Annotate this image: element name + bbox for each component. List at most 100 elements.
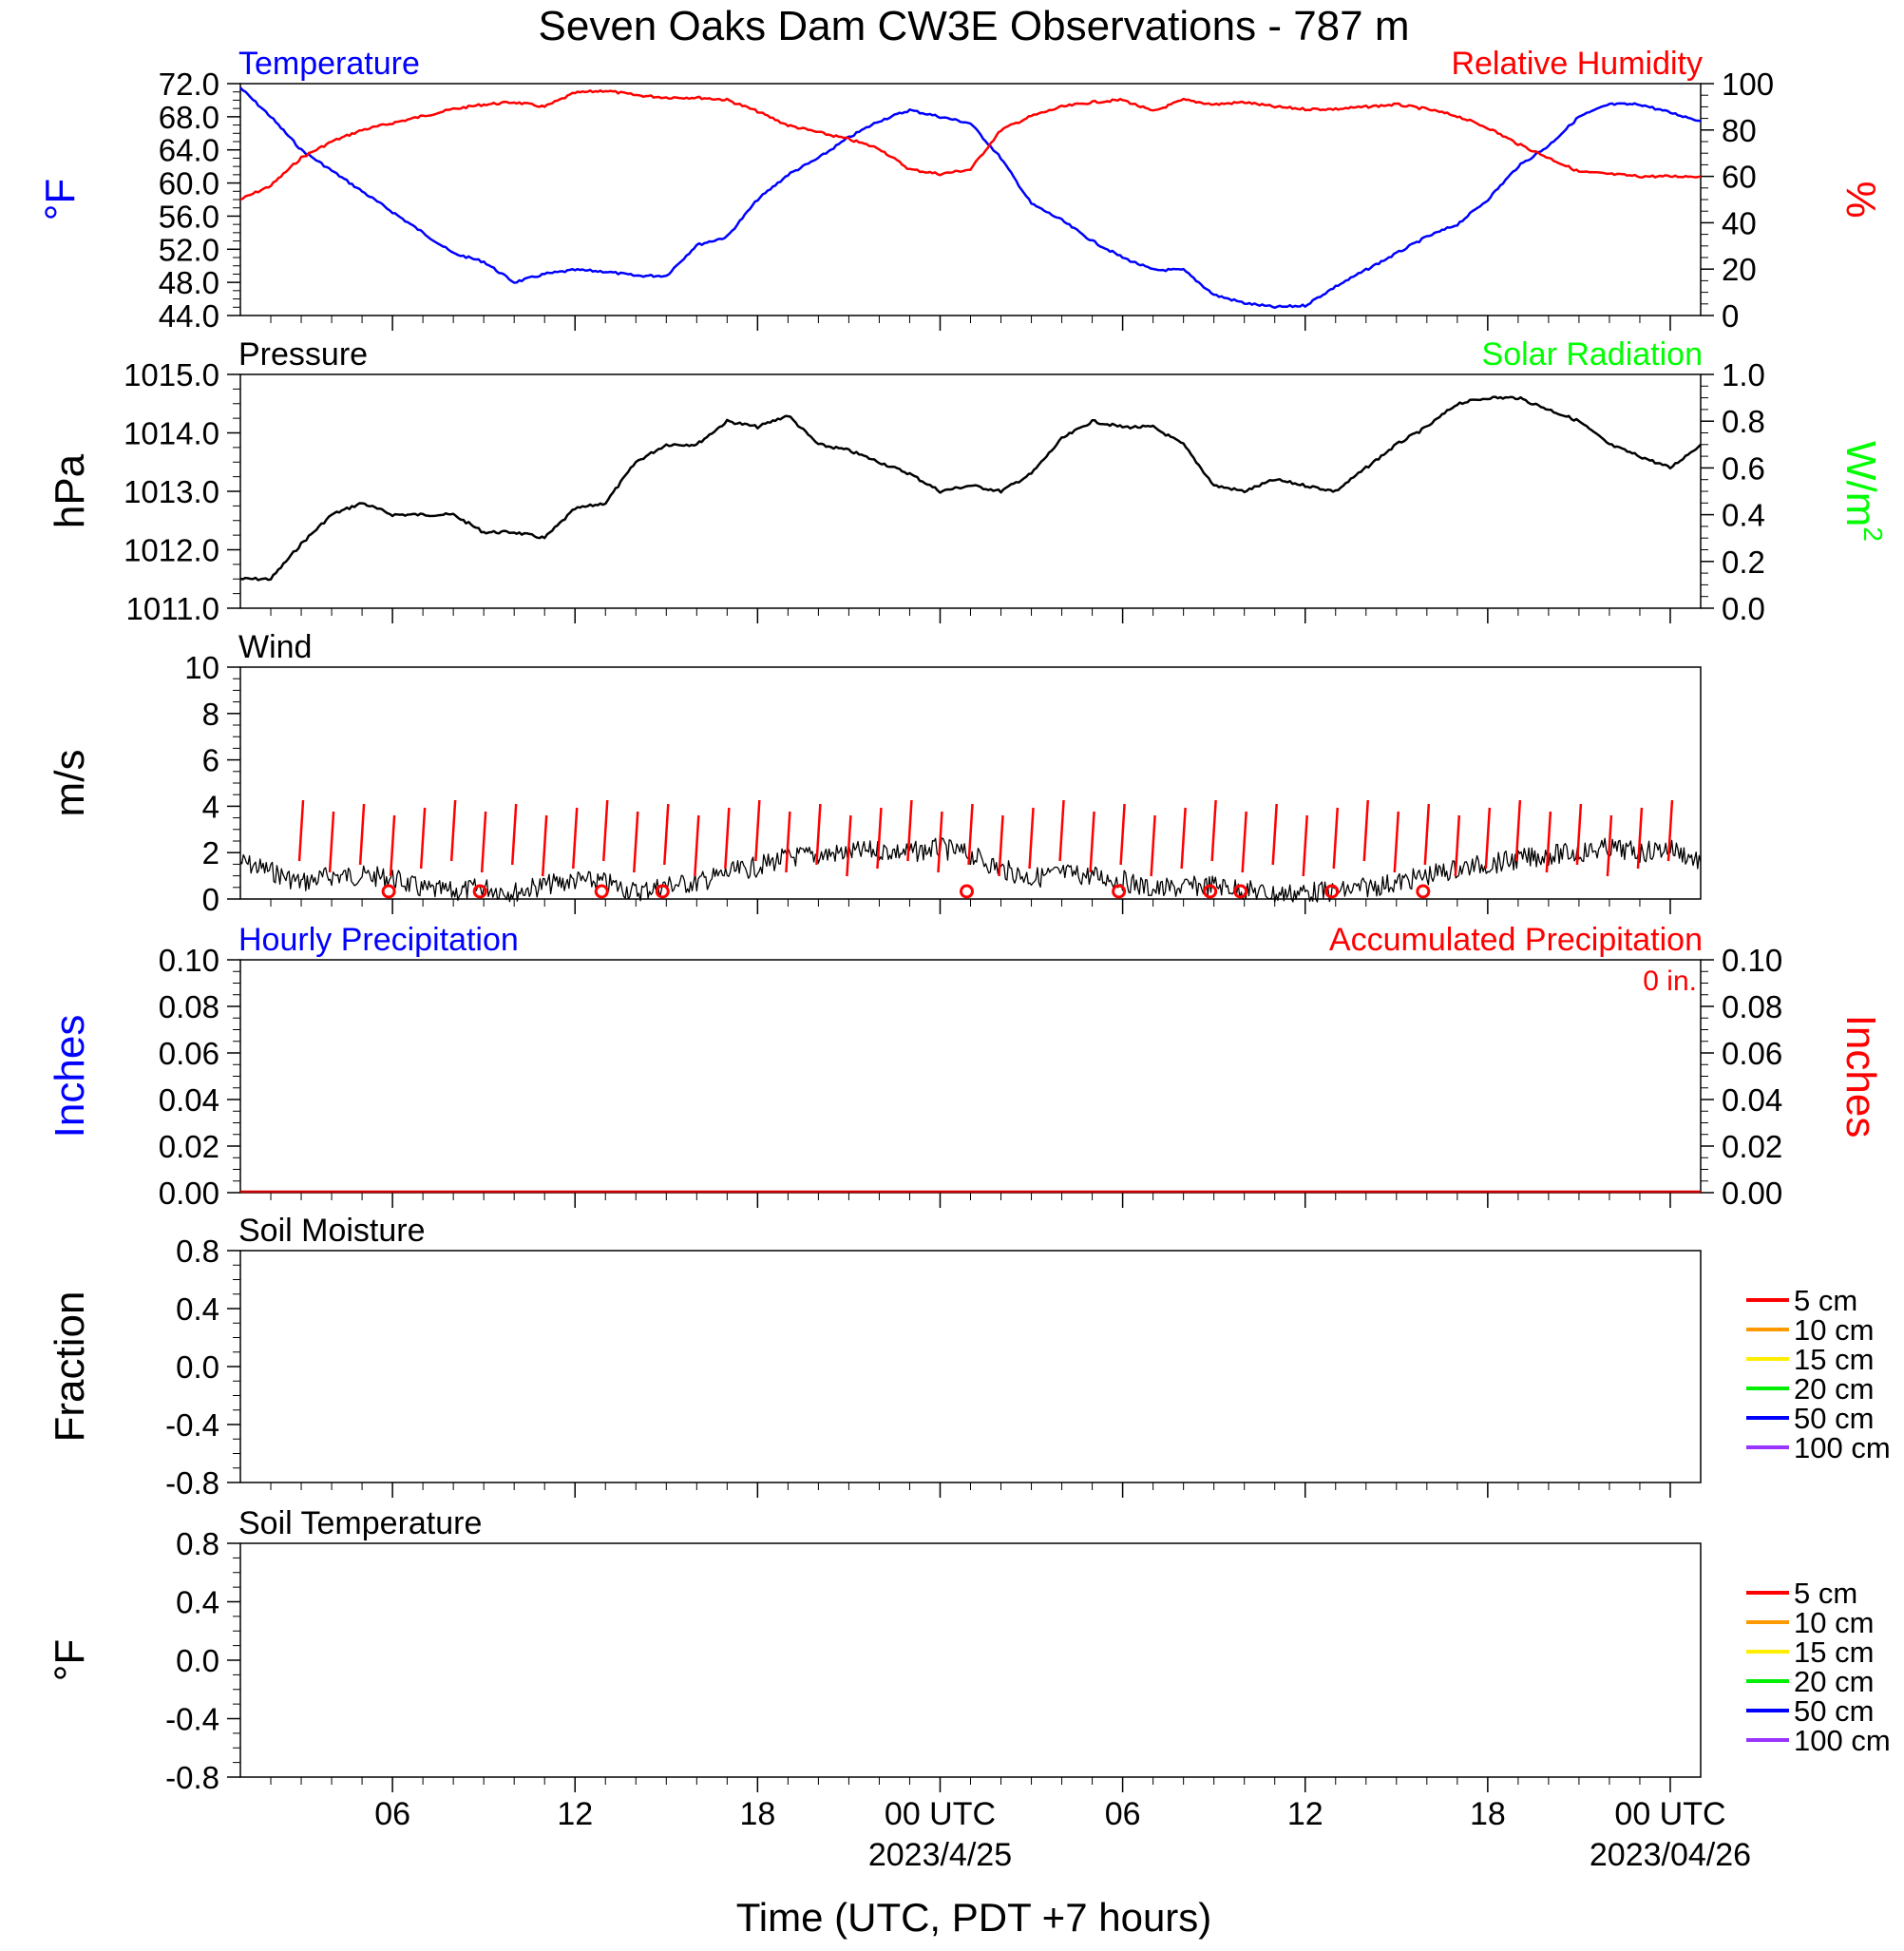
right-tick-label: 0.08 bbox=[1722, 989, 1782, 1024]
left-tick-label: 0 bbox=[202, 882, 219, 917]
calm-wind-circle bbox=[1233, 884, 1248, 899]
wind-barb bbox=[1150, 814, 1156, 877]
wind-barb bbox=[358, 803, 366, 866]
wind-barb bbox=[328, 811, 335, 873]
right-tick-label: 60 bbox=[1722, 160, 1757, 195]
wind-barb bbox=[937, 811, 943, 873]
right-tick-label: 0.10 bbox=[1722, 943, 1782, 978]
wind-barb bbox=[1423, 803, 1431, 866]
right-tick-label: 0.6 bbox=[1722, 450, 1765, 486]
left-tick-label: 68.0 bbox=[159, 100, 219, 135]
figure-title: Seven Oaks Dam CW3E Observations - 787 m bbox=[539, 3, 1410, 49]
left-tick-label: 0.0 bbox=[176, 1643, 219, 1678]
left-tick-label: 56.0 bbox=[159, 199, 219, 234]
panel-title-left: Wind bbox=[238, 629, 312, 665]
legend-label: 10 cm bbox=[1794, 1313, 1874, 1347]
y-axis-label-left: Inches bbox=[47, 1015, 93, 1138]
panel-title-left: Temperature bbox=[238, 46, 420, 82]
wind-barb bbox=[1180, 807, 1187, 870]
y-axis-label-left: hPa bbox=[47, 453, 93, 528]
right-tick-label: 0.0 bbox=[1722, 591, 1765, 626]
wind-barb bbox=[1362, 799, 1370, 862]
left-tick-label: 0.08 bbox=[159, 989, 219, 1024]
panel-precipitation: Hourly Precipitation Accumulated Precipit… bbox=[47, 922, 1884, 1211]
right-tick-label: 0.4 bbox=[1722, 498, 1765, 533]
wind-barb bbox=[1545, 811, 1552, 873]
x-tick-label: 00 UTC bbox=[1614, 1796, 1725, 1832]
wind-barb bbox=[1302, 814, 1308, 877]
y-axis-label-left: °F bbox=[37, 179, 84, 220]
x-tick-label: 06 bbox=[1105, 1796, 1141, 1832]
wind-barb bbox=[1241, 811, 1247, 873]
left-tick-label: 1012.0 bbox=[124, 533, 219, 568]
x-tick-label: 12 bbox=[557, 1796, 593, 1832]
wind-barb bbox=[754, 799, 761, 862]
calm-wind-circle bbox=[1203, 884, 1218, 899]
legend-label: 50 cm bbox=[1794, 1694, 1874, 1728]
left-tick-label: 48.0 bbox=[159, 265, 219, 300]
wind-barb bbox=[633, 811, 639, 873]
panel-title-right: Accumulated Precipitation bbox=[1329, 922, 1703, 958]
left-tick-label: 0.0 bbox=[176, 1349, 219, 1385]
left-tick-label: 0.10 bbox=[159, 943, 219, 978]
wind-barb bbox=[1514, 799, 1522, 862]
panel-temperature_humidity: Temperature Relative Humidity 72.068.064.0… bbox=[37, 46, 1884, 334]
left-tick-label: 44.0 bbox=[159, 298, 219, 334]
right-tick-label: 1.0 bbox=[1722, 357, 1765, 392]
right-tick-label: 0.8 bbox=[1722, 404, 1765, 439]
calm-wind-circle bbox=[960, 884, 974, 899]
legend-label: 5 cm bbox=[1794, 1577, 1857, 1610]
right-tick-label: 0.00 bbox=[1722, 1176, 1782, 1211]
right-tick-label: 0.2 bbox=[1722, 545, 1765, 580]
left-tick-label: -0.8 bbox=[165, 1760, 219, 1795]
legend-label: 100 cm bbox=[1794, 1431, 1891, 1464]
right-tick-label: 100 bbox=[1722, 67, 1774, 102]
calm-wind-circle bbox=[472, 884, 487, 899]
wind-barb bbox=[419, 807, 427, 870]
calm-wind-circle bbox=[1324, 884, 1340, 899]
legend-label: 20 cm bbox=[1794, 1665, 1874, 1698]
wind-barb bbox=[297, 799, 305, 862]
wind-barb bbox=[541, 814, 548, 877]
y-axis-label-right: Inches bbox=[1837, 1015, 1884, 1138]
wind-barb bbox=[694, 814, 700, 877]
left-tick-label: 10 bbox=[184, 650, 219, 685]
panel-title-left: Hourly Precipitation bbox=[238, 922, 519, 958]
y-axis-label-left: °F bbox=[47, 1639, 93, 1681]
calm-wind-circle bbox=[655, 884, 670, 899]
legend-label: 15 cm bbox=[1794, 1343, 1874, 1376]
wind-barb bbox=[906, 799, 913, 862]
left-tick-label: 0.02 bbox=[159, 1129, 219, 1164]
y-axis-label-left: m/s bbox=[47, 750, 93, 817]
wind-barb bbox=[1666, 799, 1674, 862]
left-tick-label: 0.4 bbox=[176, 1291, 219, 1327]
x-date-label: 2023/4/25 bbox=[868, 1837, 1012, 1873]
wind-barb bbox=[480, 811, 487, 873]
left-tick-label: 72.0 bbox=[159, 67, 219, 102]
y-axis-label-superscript: 2 bbox=[1858, 526, 1888, 542]
panel-frame bbox=[239, 1250, 1702, 1483]
left-tick-label: 1015.0 bbox=[124, 357, 219, 392]
x-tick-label: 06 bbox=[374, 1796, 410, 1832]
right-tick-label: 80 bbox=[1722, 113, 1757, 148]
series-relative-humidity bbox=[239, 89, 1702, 201]
legend-label: 50 cm bbox=[1794, 1402, 1874, 1435]
left-tick-label: 1011.0 bbox=[126, 591, 219, 626]
panels: Temperature Relative Humidity 72.068.064.0… bbox=[37, 46, 1891, 1795]
y-axis-label-right: % bbox=[1837, 181, 1884, 218]
left-tick-label: 6 bbox=[202, 743, 219, 778]
wind-barb bbox=[571, 807, 579, 870]
panel-frame bbox=[239, 373, 1702, 609]
calm-wind-circle bbox=[1416, 884, 1431, 899]
calm-wind-circle bbox=[594, 884, 609, 899]
left-tick-label: -0.4 bbox=[165, 1702, 219, 1737]
wind-barb bbox=[1393, 811, 1400, 873]
left-tick-label: 0.04 bbox=[159, 1082, 219, 1118]
wind-barb bbox=[663, 803, 670, 866]
right-tick-label: 0.04 bbox=[1722, 1082, 1782, 1118]
panel-title-left: Pressure bbox=[238, 336, 368, 373]
series-pressure bbox=[239, 395, 1702, 582]
panel-title-left: Soil Moisture bbox=[238, 1213, 426, 1249]
wind-barb bbox=[1484, 807, 1492, 870]
wind-barb bbox=[1028, 807, 1035, 870]
